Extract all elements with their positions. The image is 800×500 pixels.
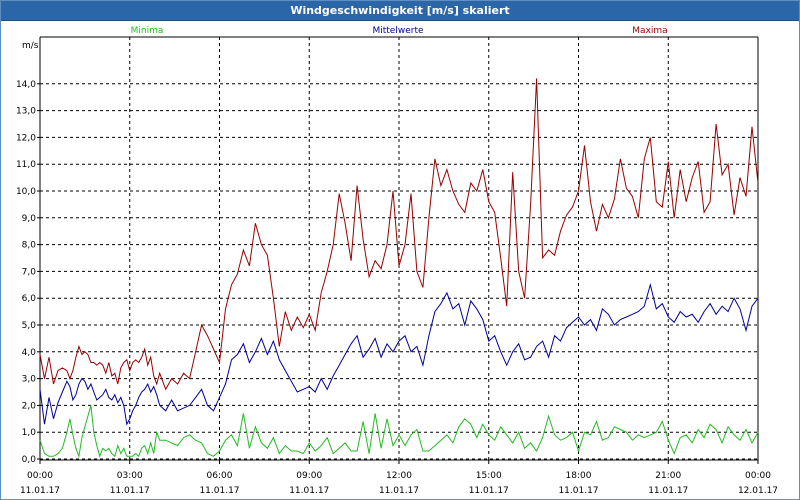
y-axis-unit-label: m/s (22, 41, 39, 51)
legend-entry-maxima: Maxima (632, 26, 667, 36)
x-tick-date-label: 12.01.17 (738, 486, 778, 496)
series-lines (39, 78, 759, 459)
y-tick-label: 11,0 (16, 160, 36, 170)
y-tick-label: 4,0 (22, 348, 37, 358)
x-tick-date-label: 11.01.17 (289, 486, 329, 496)
x-tick-date-label: 11.01.17 (648, 486, 688, 496)
x-tick-time-label: 03:00 (117, 471, 143, 481)
x-axis-tick-labels: 00:00 11.01.17 03:00 11.01.17 06:00 11.01.17 0… (20, 471, 778, 496)
window-title: Windgeschwindigkeit [m/s] skaliert (290, 4, 510, 17)
x-tick-date-label: 11.01.17 (110, 486, 150, 496)
x-tick-time-label: 09:00 (296, 471, 322, 481)
x-tick-time-label: 18:00 (566, 471, 592, 481)
y-tick-label: 9,0 (22, 214, 37, 224)
legend-entry-minima: Minima (131, 26, 164, 36)
series-line-maxima (39, 78, 759, 391)
title-bar: Windgeschwindigkeit [m/s] skaliert (1, 1, 799, 21)
x-tick-time-label: 00:00 (745, 471, 771, 481)
x-tick-date-label: 11.01.17 (20, 486, 60, 496)
y-tick-label: 7,0 (22, 267, 37, 277)
x-tick-time-label: 06:00 (207, 471, 233, 481)
x-tick-date-label: 11.01.17 (469, 486, 509, 496)
series-line-mittelwerte (39, 282, 759, 426)
y-tick-label: 10,0 (16, 187, 36, 197)
x-tick-date-label: 11.01.17 (379, 486, 419, 496)
y-tick-label: 1,0 (22, 428, 37, 438)
x-tick-time-label: 00:00 (27, 471, 53, 481)
y-tick-label: 0,0 (22, 455, 37, 465)
y-tick-label: 5,0 (22, 321, 37, 331)
y-tick-label: 13,0 (16, 107, 36, 117)
y-tick-label: 12,0 (16, 133, 36, 143)
y-axis-tick-labels: 0,0 1,0 2,0 3,0 4,0 5,0 6,0 7,0 8,0 9,0 10,0 11,0 12… (16, 80, 36, 465)
y-tick-label: 3,0 (22, 375, 37, 385)
x-tick-time-label: 15:00 (476, 471, 502, 481)
legend-entry-mittelwerte: Mittelwerte (372, 26, 423, 36)
y-tick-label: 2,0 (22, 401, 37, 411)
x-tick-date-label: 11.01.17 (199, 486, 239, 496)
y-tick-label: 6,0 (22, 294, 37, 304)
x-tick-date-label: 11.01.17 (558, 486, 598, 496)
series-line-minima (39, 405, 759, 459)
grid (40, 37, 758, 460)
legend: Minima Mittelwerte Maxima (131, 26, 668, 36)
x-tick-time-label: 21:00 (655, 471, 681, 481)
x-tick-time-label: 12:00 (386, 471, 412, 481)
y-tick-label: 14,0 (16, 80, 36, 90)
y-tick-label: 8,0 (22, 241, 37, 251)
